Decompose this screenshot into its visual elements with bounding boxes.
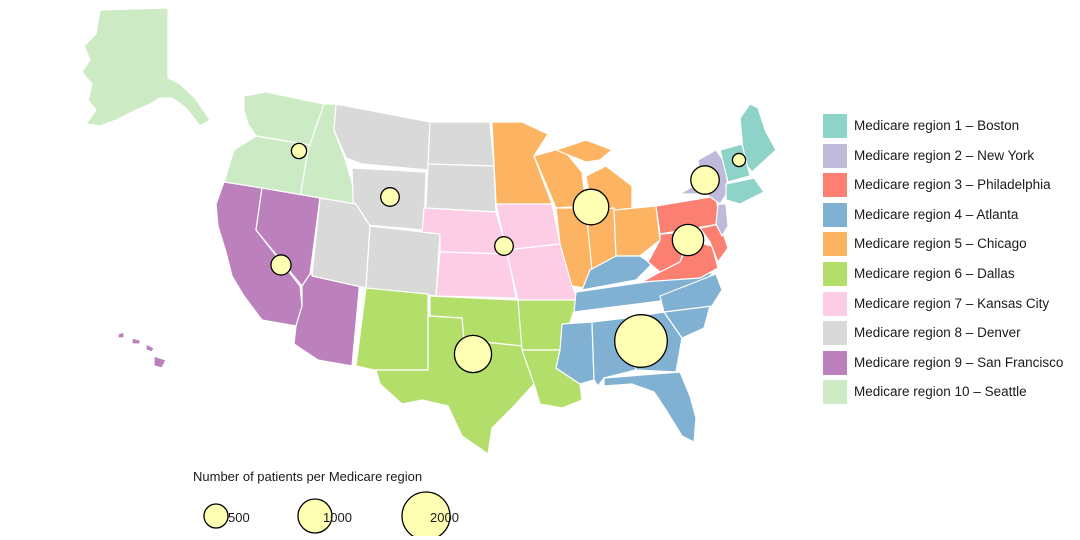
legend-item-region-6: Medicare region 6 – Dallas	[823, 260, 1075, 290]
legend-item-region-4: Medicare region 4 – Atlanta	[823, 201, 1075, 231]
size-label-1000: 1000	[323, 510, 352, 525]
texas	[375, 315, 535, 455]
legend-swatch-region-4	[823, 202, 847, 227]
missouri	[505, 243, 579, 301]
region-8-denver	[311, 103, 497, 297]
legend-label-region-1: Medicare region 1 – Boston	[854, 118, 1020, 133]
legend-swatch-region-3	[823, 173, 847, 198]
legend-item-region-3: Medicare region 3 – Philadelphia	[823, 171, 1075, 201]
bubble-region-5	[572, 188, 610, 226]
colorado	[365, 225, 441, 297]
legend-swatch-region-1	[823, 114, 847, 138]
montana	[333, 103, 431, 171]
legend-label-region-9: Medicare region 9 – San Francisco	[854, 354, 1064, 370]
legend-label-region-6: Medicare region 6 – Dallas	[854, 265, 1015, 281]
north-dakota	[427, 121, 495, 167]
legend-item-region-8: Medicare region 8 – Denver	[823, 319, 1075, 349]
legend-swatch-region-10	[823, 380, 847, 405]
hawaii	[117, 331, 167, 369]
legend-swatch-region-9	[823, 350, 847, 375]
south-dakota	[425, 163, 497, 213]
bubble-region-6	[453, 334, 493, 374]
legend-label-region-8: Medicare region 8 – Denver	[854, 325, 1021, 341]
florida	[603, 371, 697, 443]
size-legend-circle-1000	[297, 498, 333, 534]
patient-bubbles	[270, 142, 747, 374]
bubble-region-10	[290, 142, 308, 160]
legend-label-region-2: Medicare region 2 – New York	[854, 147, 1035, 163]
bubble-region-7	[494, 236, 514, 256]
southern-new-england	[725, 177, 765, 205]
legend-item-region-9: Medicare region 9 – San Francisco	[823, 349, 1075, 379]
kansas	[435, 251, 517, 299]
region-10-seattle	[81, 7, 357, 205]
region-5-chicago	[491, 121, 661, 289]
legend-swatch-region-8	[823, 321, 847, 346]
legend-label-region-7: Medicare region 7 – Kansas City	[854, 295, 1050, 311]
legend-label-region-5: Medicare region 5 – Chicago	[854, 236, 1027, 252]
legend-item-region-2: Medicare region 2 – New York	[823, 142, 1075, 172]
ohio	[613, 205, 661, 257]
legend-item-region-7: Medicare region 7 – Kansas City	[823, 290, 1075, 320]
alaska	[81, 7, 211, 127]
legend-item-region-10: Medicare region 10 – Seattle	[823, 378, 1075, 408]
region-legend: Medicare region 1 – Boston Medicare regio…	[823, 112, 1075, 408]
legend-swatch-region-6	[823, 261, 847, 286]
bubble-region-9	[270, 254, 292, 276]
legend-item-region-5: Medicare region 5 – Chicago	[823, 230, 1075, 260]
size-label-2000: 2000	[430, 510, 459, 525]
new-jersey	[715, 203, 729, 237]
region-1-boston	[719, 103, 777, 205]
region-7-kansas-city	[421, 203, 579, 301]
region-9-san-francisco	[117, 181, 361, 369]
arizona	[293, 273, 361, 367]
new-mexico	[355, 287, 429, 371]
legend-item-region-1: Medicare region 1 – Boston	[823, 112, 1075, 142]
north-carolina	[659, 273, 723, 313]
size-legend-circles	[203, 491, 451, 536]
bubble-region-2	[690, 165, 720, 195]
legend-swatch-region-7	[823, 291, 847, 316]
size-label-500: 500	[228, 510, 250, 525]
legend-label-region-4: Medicare region 4 – Atlanta	[854, 206, 1019, 222]
bubble-region-4	[614, 314, 668, 368]
size-legend-circle-2000	[401, 491, 451, 536]
bubble-region-3	[671, 223, 705, 257]
size-legend: Number of patients per Medicare region 5…	[190, 466, 510, 536]
legend-swatch-region-5	[823, 232, 847, 257]
region-6-dallas	[355, 287, 583, 455]
utah	[311, 197, 371, 289]
legend-label-region-10: Medicare region 10 – Seattle	[854, 384, 1027, 400]
legend-label-region-3: Medicare region 3 – Philadelphia	[854, 177, 1051, 193]
bubble-region-8	[380, 187, 400, 207]
size-legend-circle-500	[203, 503, 229, 529]
bubble-region-1	[731, 152, 747, 168]
size-legend-title: Number of patients per Medicare region	[193, 469, 423, 484]
legend-swatch-region-2	[823, 143, 847, 168]
